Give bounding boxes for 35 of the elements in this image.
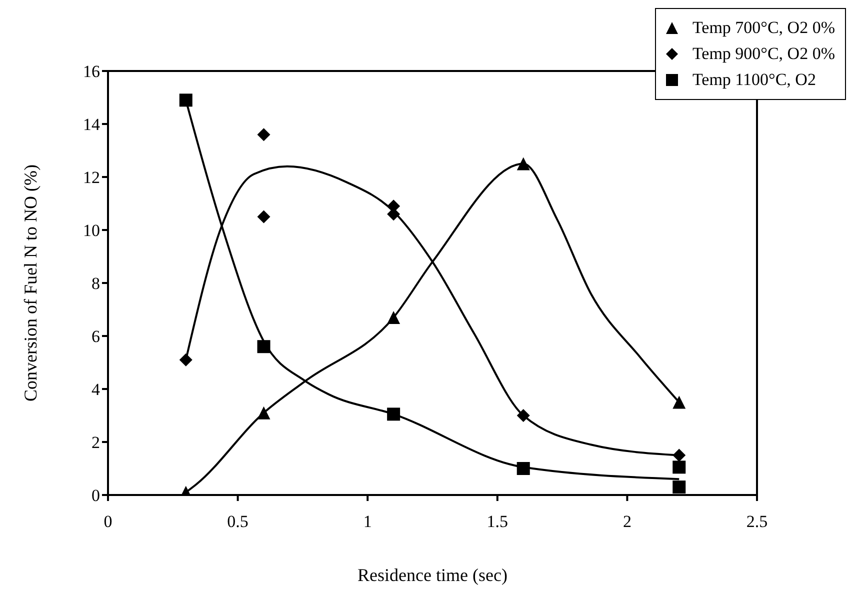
point <box>387 310 400 324</box>
y-tick-label: 0 <box>92 486 100 506</box>
point <box>672 480 686 494</box>
y-tick-label: 4 <box>92 380 100 400</box>
legend-label: Temp 900°C, O2 0% <box>692 43 835 65</box>
point <box>179 94 192 107</box>
legend-label: Temp 1100°C, O2 <box>692 69 816 91</box>
point <box>257 406 270 420</box>
y-tick-label: 6 <box>92 327 100 346</box>
point <box>257 128 270 142</box>
point <box>257 210 270 224</box>
y-tick-label: 8 <box>92 274 100 294</box>
y-tick-label: 16 <box>83 62 100 82</box>
y-tick-label: 12 <box>83 168 100 188</box>
point <box>672 396 686 409</box>
x-tick-label: 0 <box>104 512 112 532</box>
point <box>387 408 400 421</box>
point <box>179 353 192 366</box>
point <box>516 157 530 170</box>
point <box>516 409 530 422</box>
x-tick-label: 2 <box>622 512 632 532</box>
y-tick-label: 10 <box>83 221 100 240</box>
point <box>257 340 270 354</box>
x-tick-label: 1.5 <box>486 512 508 532</box>
x-tick-label: 1 <box>363 512 372 532</box>
point <box>672 448 686 462</box>
point <box>516 462 530 475</box>
x-axis-title: Residence time (sec) <box>358 565 508 585</box>
y-axis-title: Conversion of Fuel N to NO (%) <box>20 164 40 402</box>
x-tick-label: 2.5 <box>746 512 768 532</box>
y-tick-label: 14 <box>83 115 100 134</box>
x-tick-label: 0.5 <box>227 512 248 532</box>
legend-label: Temp 700°C, O2 0% <box>692 17 835 39</box>
point <box>672 460 686 474</box>
y-tick-label: 2 <box>92 433 100 452</box>
